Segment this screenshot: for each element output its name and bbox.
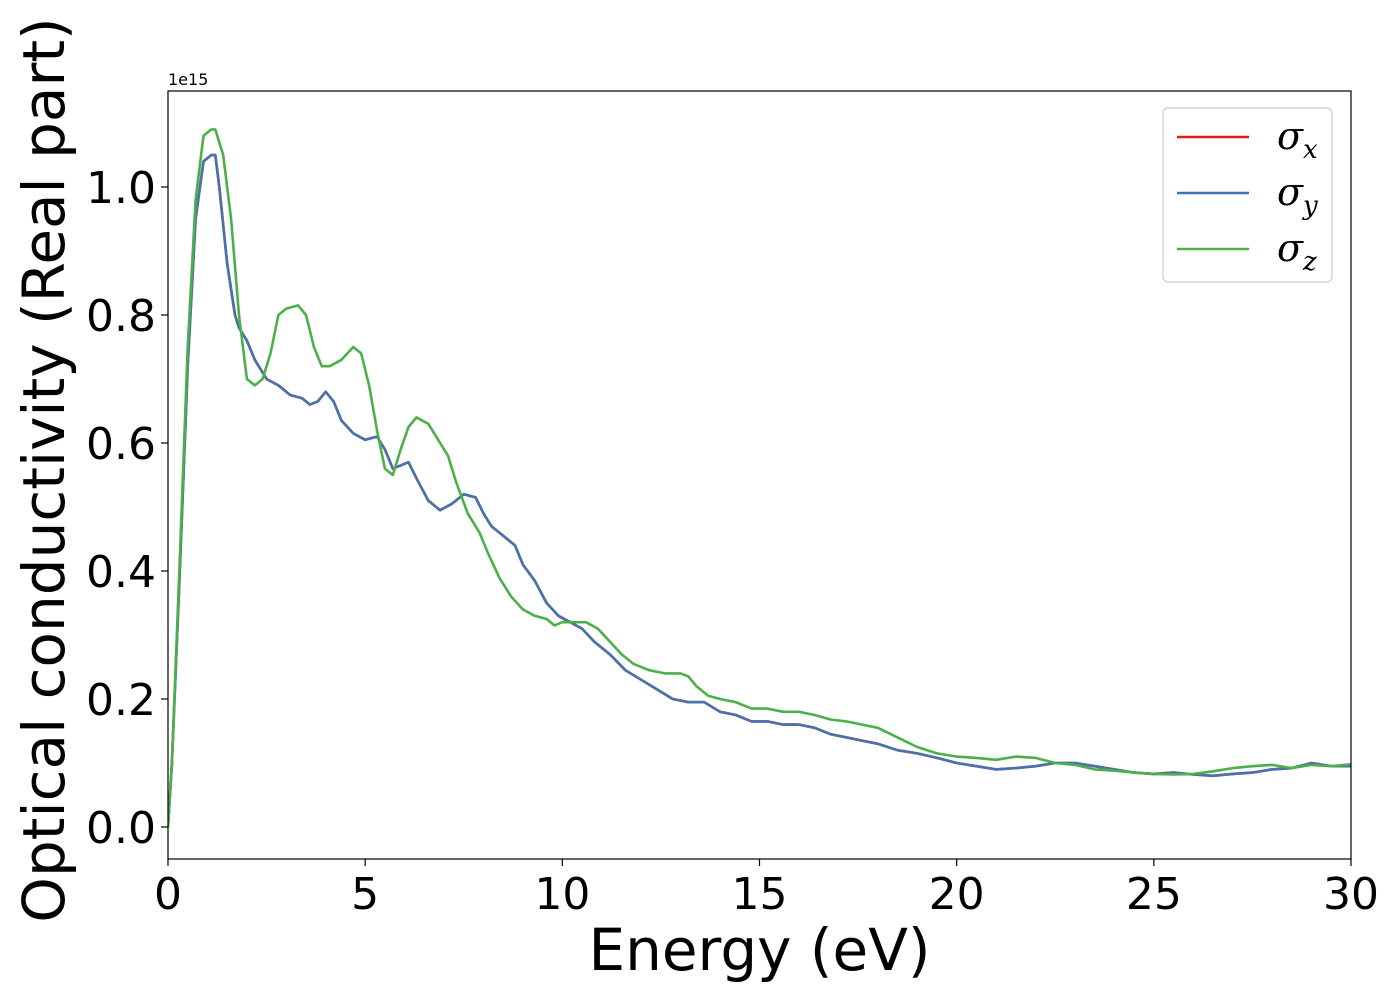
x-tick-label: 25: [1126, 869, 1182, 920]
x-tick-label: 15: [732, 869, 788, 920]
series-line-z: [168, 128, 1351, 828]
y-tick-label: 0.4: [86, 547, 156, 598]
legend-label-x: σx: [1277, 114, 1318, 165]
series-layer: [168, 128, 1351, 828]
x-axis: 0 5 10 15 20 25 30: [154, 859, 1379, 920]
legend-label-z: σz: [1277, 226, 1317, 277]
x-axis-title: Energy (eV): [588, 916, 930, 984]
y-axis: 0.0 0.2 0.4 0.6 0.8 1.0: [86, 163, 168, 854]
y-tick-label: 0.2: [86, 675, 156, 726]
y-axis-title: Optical conductivity (Real part): [10, 17, 78, 922]
x-tick-label: 5: [351, 869, 379, 920]
x-tick-label: 10: [534, 869, 590, 920]
legend-label-y: σy: [1277, 170, 1318, 221]
y-tick-label: 0.6: [86, 419, 156, 470]
legend-box: [1162, 107, 1333, 283]
x-tick-label: 30: [1323, 869, 1379, 920]
x-tick-label: 20: [929, 869, 985, 920]
x-tick-label: 0: [154, 869, 182, 920]
y-tick-label: 1.0: [86, 163, 156, 214]
y-tick-label: 0.0: [86, 803, 156, 854]
y-tick-label: 0.8: [86, 291, 156, 342]
y-axis-offset-label: 1e15: [168, 70, 208, 89]
